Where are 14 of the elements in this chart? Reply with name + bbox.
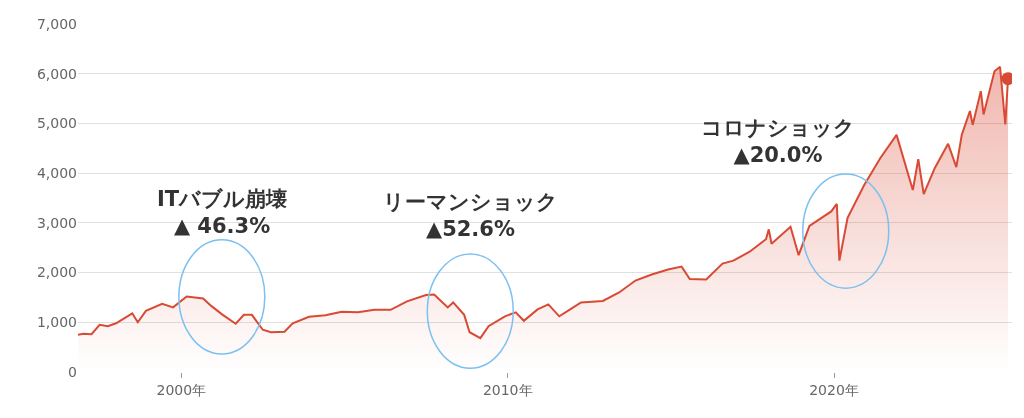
y-tick-label: 4,000 (36, 165, 77, 182)
y-tick-label: 5,000 (36, 115, 77, 132)
y-tick-label: 1,000 (36, 314, 77, 331)
y-tick-label: 6,000 (36, 65, 77, 82)
y-tick-label: 7,000 (36, 15, 77, 32)
x-tick-label: 2000年 (156, 381, 207, 398)
annotation: リーマンショック ▲52.6% (383, 190, 558, 242)
x-tick-label: 2020年 (809, 381, 859, 398)
y-tick-label: 2,000 (36, 264, 77, 281)
y-tick-label: 0 (68, 363, 77, 380)
x-tick-label: 2010年 (482, 381, 533, 398)
y-tick-label: 3,000 (36, 214, 77, 231)
annotation: コロナショック ▲20.0% (701, 116, 855, 168)
annotation: ITバブル崩壊 ▲ 46.3% (157, 187, 288, 239)
